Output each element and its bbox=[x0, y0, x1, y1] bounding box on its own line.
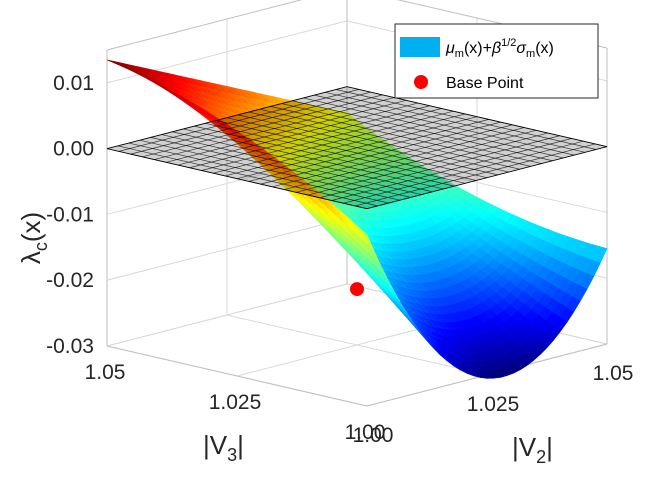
z-tick-label: -0.01 bbox=[46, 203, 94, 226]
plane-fill bbox=[106, 86, 608, 210]
y-tick-label: 1.00 bbox=[345, 421, 386, 444]
surface-patch bbox=[359, 228, 374, 251]
legend-surface-swatch bbox=[400, 37, 440, 57]
tick-labels: -0.03 -0.02 -0.01 0.00 0.01 1.00 1.025 1.05 1.00… bbox=[46, 72, 633, 447]
legend-base-point-marker bbox=[414, 75, 428, 89]
legend-base-point-label: Base Point bbox=[446, 75, 524, 92]
plane-mesh-line bbox=[236, 116, 478, 180]
legend: μm(x)+β1/2σm(x) Base Point bbox=[394, 23, 599, 99]
plane-mesh-line bbox=[248, 119, 489, 182]
plane-mesh-line bbox=[296, 129, 537, 193]
y-tick-label: 1.05 bbox=[85, 361, 126, 384]
grid-line bbox=[106, 283, 348, 347]
x-tick-label: 1.05 bbox=[593, 362, 634, 385]
y-tick-label: 1.025 bbox=[209, 391, 262, 414]
legend-surface-label: μm(x)+β1/2σm(x) bbox=[445, 37, 554, 60]
x-axis-label: |V2| bbox=[512, 432, 553, 467]
plane-mesh-line bbox=[177, 102, 418, 166]
plane-mesh-line bbox=[130, 91, 371, 155]
plane-mesh-line bbox=[343, 140, 584, 204]
base-point-marker bbox=[350, 282, 364, 297]
plane-mesh-line bbox=[284, 127, 525, 190]
plane-mesh-line bbox=[154, 97, 395, 160]
y-axis-label: |V3| bbox=[203, 430, 244, 465]
x-tick-label: 1.00 bbox=[353, 424, 394, 447]
axis-edge bbox=[106, 0, 303, 51]
legend-box bbox=[394, 23, 599, 99]
plane-mesh-line bbox=[307, 132, 548, 196]
zero-plane bbox=[106, 86, 608, 210]
data-marks bbox=[350, 282, 364, 297]
z-tick-label: 0.01 bbox=[53, 72, 94, 95]
plane-mesh-line bbox=[142, 94, 383, 158]
plane-mesh-line bbox=[166, 99, 407, 163]
plane-mesh-line bbox=[355, 143, 596, 207]
plane-mesh-line bbox=[260, 121, 501, 185]
plane-mesh-line bbox=[331, 138, 572, 201]
plane-mesh-line bbox=[225, 113, 466, 177]
plane-mesh-line bbox=[118, 89, 359, 152]
z-tick-label: -0.03 bbox=[46, 335, 94, 358]
axis-edge bbox=[106, 345, 368, 407]
plane-mesh-line bbox=[319, 135, 560, 199]
plane-mesh-line bbox=[213, 110, 454, 174]
z-tick-label: 0.00 bbox=[53, 138, 94, 161]
plane-mesh-line bbox=[272, 124, 513, 188]
plane-mesh-line bbox=[201, 108, 442, 171]
plane-mesh-line bbox=[189, 105, 430, 169]
z-tick-label: -0.02 bbox=[46, 269, 94, 292]
surface bbox=[106, 59, 608, 379]
z-axis-label: λc(x) bbox=[16, 212, 51, 264]
x-tick-label: 1.025 bbox=[467, 393, 520, 416]
